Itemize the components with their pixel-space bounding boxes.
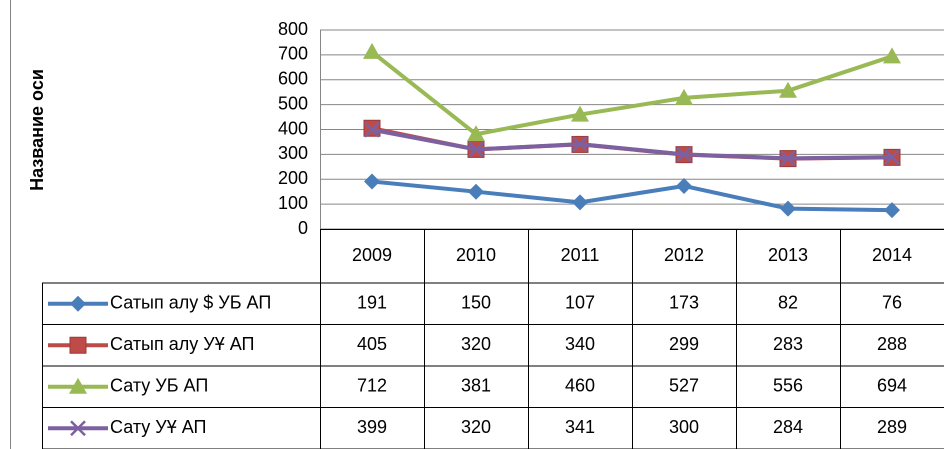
point-marker bbox=[779, 81, 797, 98]
table-cell: 694 bbox=[877, 376, 907, 396]
legend-label: Сатып алу УҰ АП bbox=[110, 334, 254, 354]
table-cell: 107 bbox=[565, 293, 595, 313]
table-cell: 340 bbox=[565, 334, 595, 354]
x-tick-label: 2010 bbox=[456, 245, 496, 265]
legend-label: Сатып алу $ УБ АП bbox=[110, 293, 271, 313]
point-marker bbox=[676, 177, 692, 194]
legend-label: Сату УҰ АП bbox=[110, 417, 206, 437]
legend-marker bbox=[70, 295, 86, 312]
table-cell: 289 bbox=[877, 417, 907, 437]
legend-label: Сату УБ АП bbox=[110, 376, 208, 396]
point-marker bbox=[468, 183, 484, 200]
point-marker bbox=[572, 136, 588, 153]
y-tick-label: 0 bbox=[298, 218, 308, 238]
point-marker bbox=[364, 173, 380, 190]
y-tick-label: 800 bbox=[278, 19, 308, 39]
x-tick-label: 2011 bbox=[561, 245, 600, 265]
table-cell: 527 bbox=[669, 376, 699, 396]
point-marker bbox=[364, 121, 380, 138]
legend-marker bbox=[69, 377, 87, 394]
point-marker bbox=[676, 146, 692, 163]
x-tick-label: 2013 bbox=[768, 245, 808, 265]
y-tick-label: 600 bbox=[278, 69, 308, 89]
x-tick-label: 2014 bbox=[872, 245, 912, 265]
point-marker bbox=[884, 202, 900, 219]
point-marker bbox=[675, 88, 693, 105]
point-marker bbox=[467, 125, 485, 142]
point-marker bbox=[468, 141, 484, 158]
series-line bbox=[371, 179, 893, 213]
y-tick-label: 200 bbox=[278, 168, 308, 188]
table-cell: 288 bbox=[877, 334, 907, 354]
table-cell: 460 bbox=[565, 376, 595, 396]
y-tick-label: 400 bbox=[278, 118, 308, 138]
table-cell: 191 bbox=[357, 293, 387, 313]
table-cell: 284 bbox=[773, 417, 803, 437]
table-cell: 320 bbox=[461, 334, 491, 354]
y-tick-label: 500 bbox=[278, 93, 308, 113]
x-tick-label: 2009 bbox=[352, 245, 392, 265]
table-cell: 405 bbox=[357, 334, 387, 354]
series-line bbox=[371, 127, 893, 161]
y-axis-label: Название оси bbox=[27, 69, 47, 191]
table-cell: 320 bbox=[461, 417, 491, 437]
point-marker bbox=[780, 150, 796, 167]
table-cell: 76 bbox=[882, 293, 902, 313]
point-marker bbox=[571, 105, 589, 122]
point-marker bbox=[884, 149, 900, 165]
legend-marker bbox=[70, 420, 86, 437]
legend-marker bbox=[69, 336, 87, 354]
point-marker bbox=[883, 47, 901, 64]
table-cell: 341 bbox=[565, 417, 595, 437]
x-tick-label: 2012 bbox=[664, 245, 704, 265]
y-tick-label: 700 bbox=[278, 44, 308, 64]
y-tick-label: 300 bbox=[278, 143, 308, 163]
table-cell: 283 bbox=[773, 334, 803, 354]
table-cell: 150 bbox=[461, 293, 491, 313]
table-cell: 381 bbox=[461, 376, 491, 396]
point-marker bbox=[572, 194, 588, 211]
series-line bbox=[370, 50, 893, 137]
table-cell: 556 bbox=[773, 376, 803, 396]
table-cell: 82 bbox=[778, 293, 798, 313]
table-cell: 712 bbox=[357, 376, 387, 396]
point-marker bbox=[363, 42, 381, 59]
table-cell: 300 bbox=[669, 417, 699, 437]
table-cell: 173 bbox=[669, 293, 699, 313]
table-cell: 399 bbox=[357, 417, 387, 437]
y-tick-label: 100 bbox=[278, 193, 308, 213]
table-cell: 299 bbox=[669, 334, 699, 354]
point-marker bbox=[780, 200, 796, 217]
